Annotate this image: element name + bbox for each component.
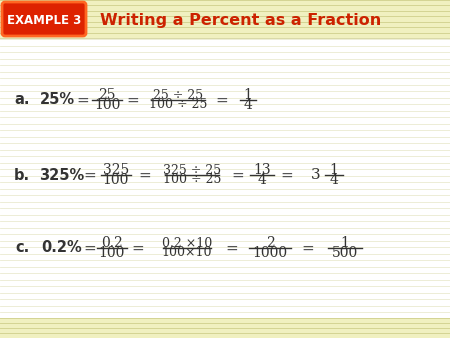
Text: 0.2 ×10: 0.2 ×10 — [162, 237, 212, 250]
Text: c.: c. — [15, 241, 29, 256]
Text: =: = — [216, 93, 228, 107]
Text: 1: 1 — [243, 88, 252, 102]
Text: 4: 4 — [243, 98, 252, 112]
Text: =: = — [84, 168, 96, 183]
Text: 0.2: 0.2 — [101, 236, 123, 250]
Text: =: = — [225, 241, 238, 256]
Text: 100: 100 — [94, 98, 120, 112]
Text: =: = — [76, 93, 90, 107]
Text: 2: 2 — [266, 236, 274, 250]
Text: 3: 3 — [311, 168, 321, 182]
Text: Writing a Percent as a Fraction: Writing a Percent as a Fraction — [100, 13, 381, 27]
Text: 100: 100 — [103, 173, 129, 187]
Text: =: = — [232, 168, 244, 183]
Bar — [0, 318, 450, 338]
Text: a.: a. — [14, 93, 30, 107]
Text: 0.2%: 0.2% — [41, 241, 82, 256]
Text: 100: 100 — [99, 246, 125, 260]
Text: =: = — [281, 168, 293, 183]
Text: 1: 1 — [341, 236, 350, 250]
Text: 100×10: 100×10 — [162, 246, 212, 259]
Text: 4: 4 — [257, 173, 266, 187]
Text: 13: 13 — [253, 163, 271, 177]
Text: 25%: 25% — [40, 93, 75, 107]
Text: 1: 1 — [329, 163, 338, 177]
Text: 325%: 325% — [40, 168, 85, 183]
Text: 100 ÷ 25: 100 ÷ 25 — [163, 173, 221, 186]
Text: 100 ÷ 25: 100 ÷ 25 — [149, 98, 207, 111]
FancyBboxPatch shape — [2, 2, 86, 36]
Text: 25: 25 — [98, 88, 116, 102]
Text: =: = — [131, 241, 144, 256]
Text: 1000: 1000 — [252, 246, 288, 260]
Text: =: = — [302, 241, 315, 256]
Text: 325: 325 — [103, 163, 129, 177]
Text: 325 ÷ 25: 325 ÷ 25 — [163, 164, 221, 177]
Text: =: = — [126, 93, 140, 107]
Text: =: = — [139, 168, 151, 183]
Text: =: = — [84, 241, 96, 256]
Text: 4: 4 — [329, 173, 338, 187]
Text: 500: 500 — [332, 246, 358, 260]
Text: 25 ÷ 25: 25 ÷ 25 — [153, 89, 203, 102]
Text: EXAMPLE 3: EXAMPLE 3 — [7, 14, 81, 26]
Text: b.: b. — [14, 168, 30, 183]
Bar — [0, 0, 450, 38]
